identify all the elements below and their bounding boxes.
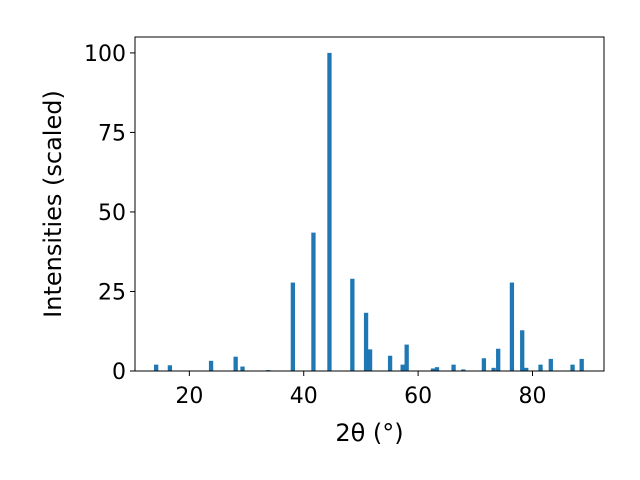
bar [496,348,501,371]
bar [400,364,405,371]
bar [387,355,393,371]
bar [327,52,332,372]
bar [240,366,245,371]
bar [509,282,515,371]
bars-group [154,52,584,372]
x-tick-label: 20 [175,384,203,409]
bar [363,312,369,371]
bar [520,330,525,371]
bar [538,364,543,371]
bar [491,367,496,371]
x-tick-label: 40 [290,384,318,409]
bar [404,344,409,371]
bar [570,364,575,371]
bar [350,278,355,371]
bar [579,358,584,371]
bar [233,356,238,371]
bar [167,365,173,371]
x-axis-label: 2θ (°) [335,419,403,447]
y-axis-ticks: 0 25 50 75 100 [84,42,135,385]
bar [524,367,529,371]
y-tick-label: 50 [98,201,126,226]
bar [434,367,440,371]
bar [451,364,456,371]
bar [154,364,159,371]
bar [481,358,487,371]
bar [311,232,316,371]
bar [367,349,373,371]
y-tick-label: 75 [98,121,126,146]
y-tick-label: 0 [112,360,126,385]
y-axis-label: Intensities (scaled) [39,90,67,318]
bar [430,368,436,371]
y-tick-label: 100 [84,42,126,67]
bar [290,282,295,371]
x-tick-label: 60 [404,384,432,409]
bar [208,360,214,371]
plot-frame [134,36,605,372]
bar [461,369,466,371]
bar [548,358,553,371]
x-tick-label: 80 [519,384,547,409]
y-tick-label: 25 [98,280,126,305]
x-axis-ticks: 20 40 60 80 [175,371,547,409]
